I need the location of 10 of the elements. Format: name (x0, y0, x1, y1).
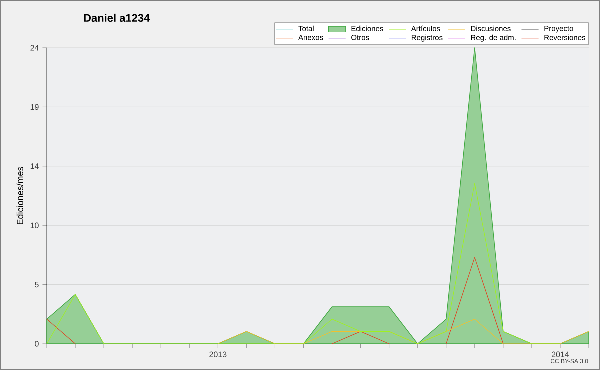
x-tick-label: 2014 (552, 352, 570, 358)
x-tick-label: 2013 (210, 352, 227, 358)
y-tick-label: 24 (30, 45, 39, 51)
y-tick-label: 19 (30, 104, 39, 110)
y-tick-label: 5 (35, 282, 39, 288)
chart-title: Daniel a1234 (84, 14, 150, 22)
y-tick-label: 14 (30, 164, 39, 170)
y-tick-label: 0 (35, 341, 39, 347)
y-axis-title: Ediciones/mes (16, 167, 24, 225)
y-tick-label: 10 (30, 222, 39, 228)
